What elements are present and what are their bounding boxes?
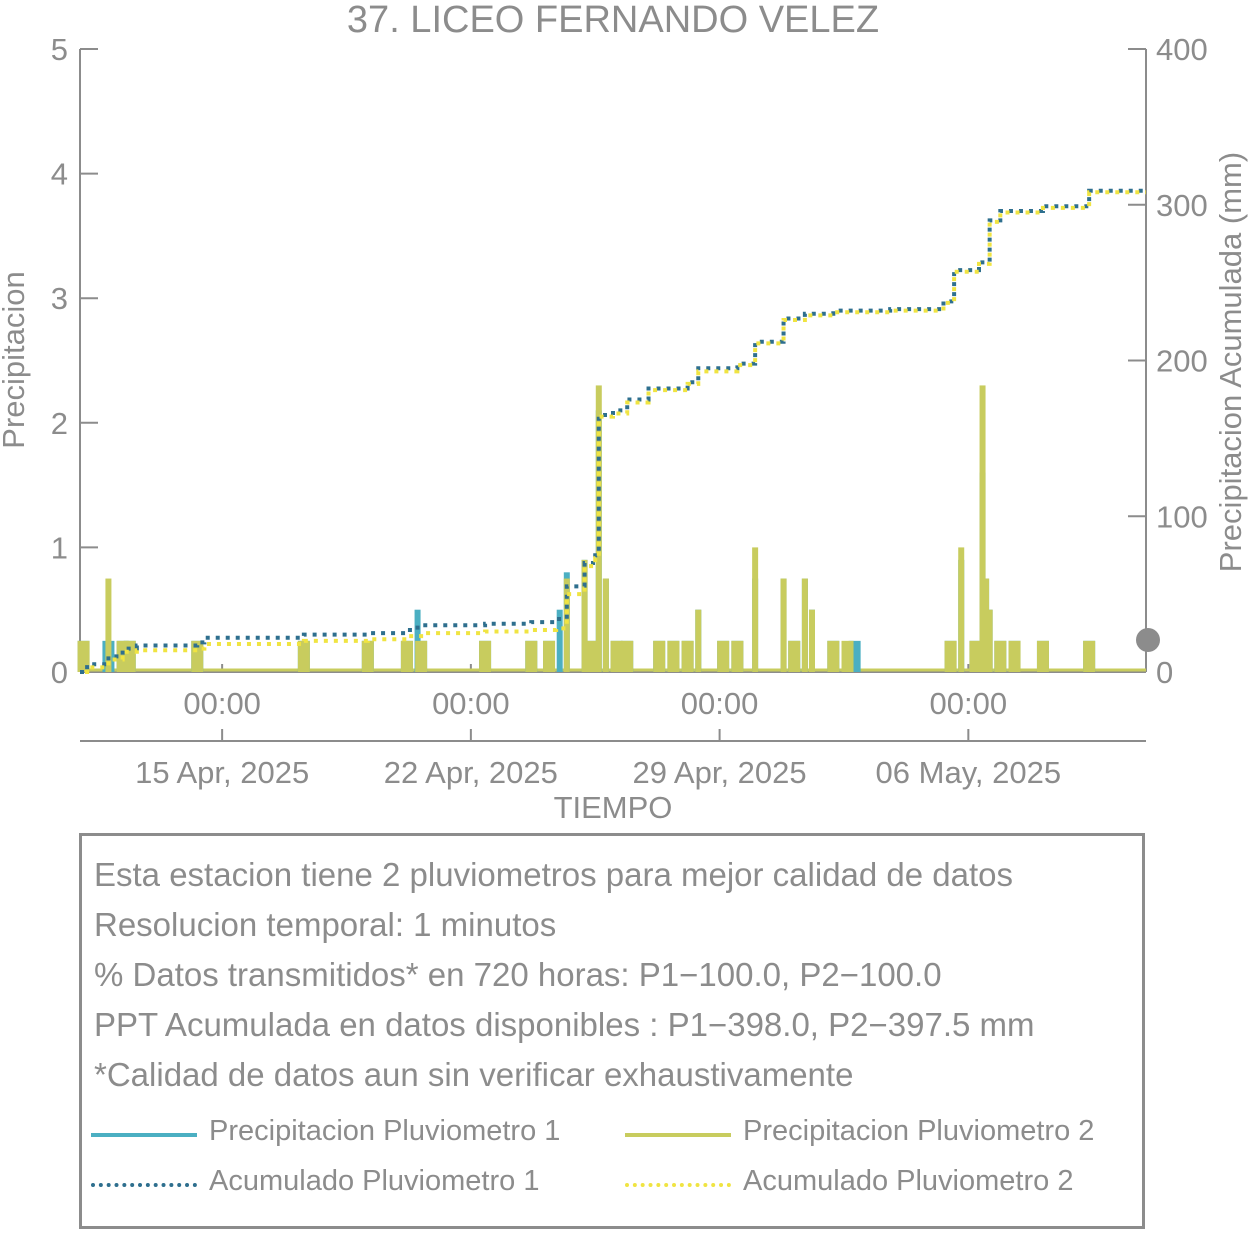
y-axis-label: Precipitacion xyxy=(0,271,31,448)
precip-bar-p2 xyxy=(958,547,965,672)
y2-tick-label: 300 xyxy=(1156,188,1208,223)
precip-bar-p2 xyxy=(400,640,413,672)
y-tick-label: 5 xyxy=(51,32,68,67)
precip-bar-p2 xyxy=(123,640,136,672)
precip-bar-p2 xyxy=(681,640,694,672)
y-tick-label: 2 xyxy=(51,406,68,441)
precip-bar-p2 xyxy=(525,640,538,672)
precip-bar-p2 xyxy=(1008,640,1021,672)
legend-label-accum-p2: Acumulado Pluviometro 2 xyxy=(743,1165,1074,1197)
legend-label-precip-p2: Precipitacion Pluviometro 2 xyxy=(743,1115,1095,1147)
precip-bar-p2 xyxy=(543,640,556,672)
precip-bar-p2 xyxy=(361,640,374,672)
x-tick-date-label: 29 Apr, 2025 xyxy=(633,755,807,790)
y2-tick-label: 0 xyxy=(1156,655,1173,690)
y2-axis-label: Precipitacion Acumulada (mm) xyxy=(1213,152,1248,572)
info-line-resolution: Resolucion temporal: 1 minutos xyxy=(94,906,557,943)
x-tick-time-label: 00:00 xyxy=(930,686,1008,721)
legend-label-accum-p1: Acumulado Pluviometro 1 xyxy=(209,1165,540,1197)
x-tick-time-label: 00:00 xyxy=(432,686,510,721)
precip-bar-p2 xyxy=(986,609,993,672)
precip-bar-p2 xyxy=(944,640,957,672)
precip-bar-p2 xyxy=(717,640,730,672)
y2-tick-label: 400 xyxy=(1156,32,1208,67)
x-tick-time-label: 00:00 xyxy=(681,686,759,721)
precip-bar-p1 xyxy=(556,609,563,672)
precip-bar-p2 xyxy=(983,578,990,672)
precip-bar-p2 xyxy=(979,385,986,672)
info-line-quality-note: *Calidad de datos aun sin verificar exha… xyxy=(94,1056,854,1093)
y-tick-label: 0 xyxy=(51,655,68,690)
precip-bar-p2 xyxy=(841,640,854,672)
legend-swatch-accum-p2 xyxy=(625,1183,731,1187)
legend-label-precip-p1: Precipitacion Pluviometro 1 xyxy=(209,1115,561,1147)
precip-bar-p2 xyxy=(1036,640,1049,672)
precip-bar-p2 xyxy=(731,640,744,672)
x-tick-date-label: 22 Apr, 2025 xyxy=(384,755,558,790)
x-axis-label: TIEMPO xyxy=(554,790,673,825)
axis-marker-dot xyxy=(1136,628,1160,652)
precip-bar-p2 xyxy=(602,578,609,672)
precip-bar-p2 xyxy=(653,640,666,672)
precip-bar-p2 xyxy=(610,640,623,672)
precip-bar-p2 xyxy=(801,578,808,672)
precip-bar-p2 xyxy=(994,640,1007,672)
precip-bar-p2 xyxy=(808,609,815,672)
legend-swatch-precip-p1 xyxy=(91,1133,197,1137)
x-tick-date-label: 06 May, 2025 xyxy=(876,755,1062,790)
precip-bar-p2 xyxy=(105,578,112,672)
precip-bar-p2 xyxy=(581,559,588,672)
y2-tick-label: 200 xyxy=(1156,344,1208,379)
y-tick-label: 4 xyxy=(51,157,68,192)
precip-bar-p2 xyxy=(969,640,982,672)
precip-bar-p2 xyxy=(695,609,702,672)
precipitation-chart: 37. LICEO FERNANDO VELEZ Precipitacion P… xyxy=(0,0,1248,825)
precip-bar-p2 xyxy=(415,640,428,672)
info-line-transmitted: % Datos transmitidos* en 720 horas: P1−1… xyxy=(94,956,942,993)
precip-bar-p2 xyxy=(621,640,634,672)
precip-bar-p2 xyxy=(77,640,90,672)
precip-bar-p2 xyxy=(563,578,570,672)
legend-swatch-precip-p2 xyxy=(625,1133,731,1137)
info-line-accumulated: PPT Acumulada en datos disponibles : P1−… xyxy=(94,1006,1035,1043)
precip-bar-p2 xyxy=(752,547,759,672)
y-tick-label: 3 xyxy=(51,281,68,316)
precip-bar-p2 xyxy=(667,640,680,672)
precip-bar-p2 xyxy=(788,640,801,672)
precip-bar-p2 xyxy=(585,640,598,672)
precip-bar-p2 xyxy=(297,640,310,672)
x-tick-time-label: 00:00 xyxy=(183,686,261,721)
y-tick-label: 1 xyxy=(51,530,68,565)
legend-swatch-accum-p1 xyxy=(91,1183,197,1187)
precip-bar-p2 xyxy=(780,578,787,672)
info-line-stations: Esta estacion tiene 2 pluviometros para … xyxy=(94,856,1014,893)
legend-panel: Esta estacion tiene 2 pluviometros para … xyxy=(79,833,1145,1229)
precip-bar-p2 xyxy=(1083,640,1096,672)
x-tick-date-label: 15 Apr, 2025 xyxy=(135,755,309,790)
precip-bar-p2 xyxy=(827,640,840,672)
y2-tick-label: 100 xyxy=(1156,499,1208,534)
precip-bar-p2 xyxy=(479,640,492,672)
chart-title: 37. LICEO FERNANDO VELEZ xyxy=(347,0,879,41)
